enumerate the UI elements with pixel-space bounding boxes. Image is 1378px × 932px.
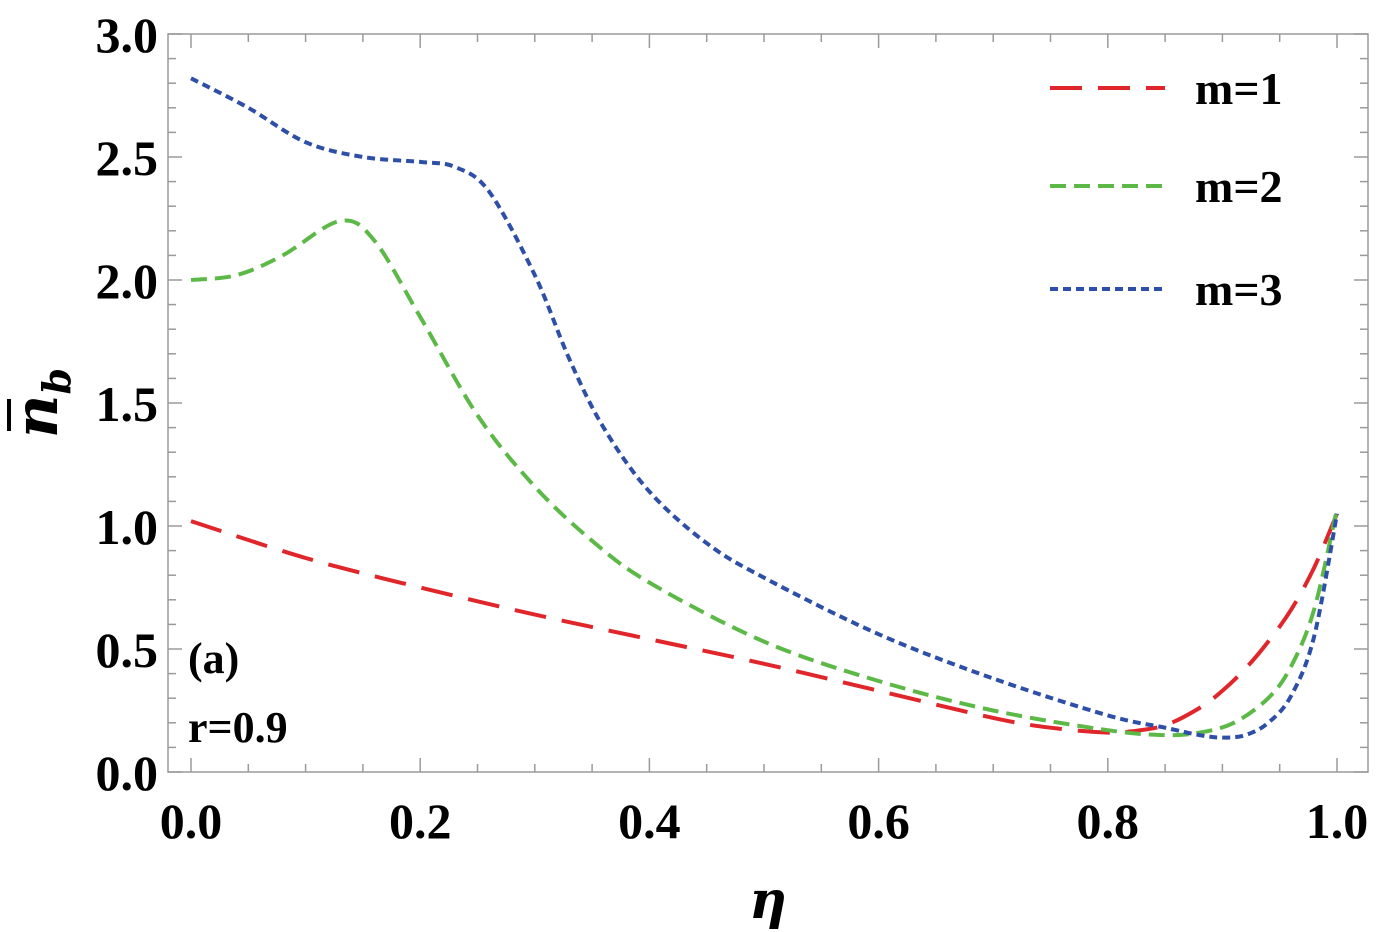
x-tick-label: 0.0 <box>160 793 223 849</box>
series-line-m1 <box>190 512 1339 735</box>
plot-frame <box>167 33 1369 773</box>
series-layer <box>190 76 1339 740</box>
x-axis-label: η <box>749 870 787 931</box>
y-tick-label: 1.0 <box>96 499 159 555</box>
y-tick-label: 3.0 <box>96 7 159 63</box>
y-axis-label: nb <box>2 368 79 438</box>
legend-label-m1: m=1 <box>1195 63 1283 114</box>
y-tick-label: 2.5 <box>96 130 159 186</box>
y-axis-label-text: nb <box>2 368 79 438</box>
y-tick-label: 2.0 <box>96 253 159 309</box>
legend-label-m3: m=3 <box>1195 264 1283 315</box>
legend-label-m2: m=2 <box>1195 161 1283 212</box>
x-tick-label: 0.8 <box>1077 793 1140 849</box>
x-tick-label: 1.0 <box>1306 793 1369 849</box>
annotation-r: r=0.9 <box>188 703 288 752</box>
x-tick-label: 0.2 <box>389 793 452 849</box>
y-tick-label: 0.0 <box>96 745 159 801</box>
legend: m=1 m=2 m=3 <box>1050 63 1283 315</box>
series-line-m2 <box>190 218 1339 738</box>
tick-labels: 0.0 0.2 0.4 0.6 0.8 1.0 0.0 0.5 1.0 1.5 2.0 2.5 3.0 <box>96 7 1369 849</box>
y-tick-label: 1.5 <box>96 376 159 432</box>
y-tick-label: 0.5 <box>96 622 159 678</box>
annotation-panel: (a) <box>188 634 239 683</box>
x-tick-label: 0.4 <box>618 793 681 849</box>
series-line-m3 <box>190 76 1339 740</box>
x-tick-label: 0.6 <box>847 793 910 849</box>
minor-ticks <box>168 33 1368 773</box>
